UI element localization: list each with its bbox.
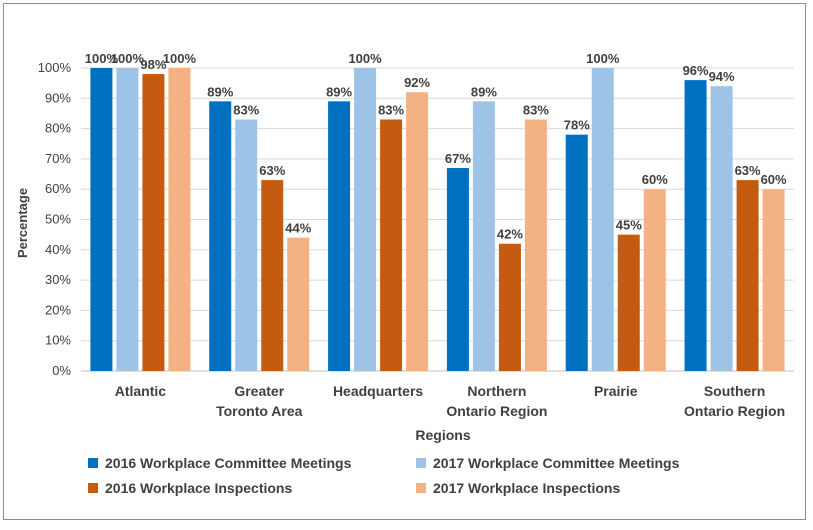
data-label: 89% (207, 84, 233, 99)
legend-swatch (416, 483, 426, 493)
bar (762, 189, 785, 371)
x-tick-label: Toronto Area (216, 403, 303, 419)
gridlines (81, 67, 794, 372)
bar (446, 167, 469, 371)
data-label: 89% (471, 84, 497, 99)
x-axis-ticks: Atlantic Greater Toronto Area Headquarters N… (115, 383, 785, 419)
bar (235, 119, 258, 371)
y-axis-title: Percentage (15, 188, 30, 258)
bar (684, 80, 707, 372)
bar (591, 68, 614, 371)
bar (142, 74, 165, 371)
bar (116, 68, 139, 371)
bar (736, 180, 759, 371)
y-tick-label: 20% (45, 302, 71, 317)
y-tick-label: 10% (45, 333, 71, 348)
data-labels: 100%100%98%100%89%83%63%44%89%100%83%92%… (85, 51, 787, 242)
y-tick-label: 60% (45, 181, 71, 196)
bar (287, 237, 310, 371)
data-label: 83% (523, 103, 549, 118)
y-tick-label: 100% (38, 60, 72, 75)
x-tick-label: Southern (704, 383, 765, 399)
data-label: 98% (140, 57, 166, 72)
data-label: 100% (586, 51, 620, 66)
x-axis-title: Regions (415, 427, 470, 443)
data-label: 100% (111, 51, 145, 66)
data-label: 42% (497, 227, 523, 242)
y-tick-label: 40% (45, 242, 71, 257)
y-tick-label: 80% (45, 121, 71, 136)
data-label: 100% (163, 51, 197, 66)
bar (617, 234, 640, 371)
legend-label: 2017 Workplace Inspections (433, 480, 620, 496)
legend-swatch (416, 458, 426, 468)
data-label: 63% (735, 163, 761, 178)
x-tick-label: Atlantic (115, 383, 167, 399)
y-tick-label: 30% (45, 272, 71, 287)
x-tick-label: Ontario Region (446, 403, 547, 419)
bar (328, 101, 351, 371)
x-tick-label: Greater (234, 383, 284, 399)
legend-swatch (88, 458, 98, 468)
data-label: 94% (709, 69, 735, 84)
bar (472, 101, 495, 371)
data-label: 89% (326, 84, 352, 99)
legend-label: 2016 Workplace Inspections (105, 480, 292, 496)
bar (498, 243, 521, 371)
y-axis-ticks: 0% 10% 20% 30% 40% 50% 60% 70% 80% 90% 100% (38, 60, 72, 378)
bar (565, 134, 588, 371)
bar (354, 68, 377, 371)
bar (643, 189, 666, 371)
bar (261, 180, 284, 371)
bar (90, 68, 113, 371)
data-label: 96% (683, 63, 709, 78)
bar-chart: 0%10%20%30%40%50%60%70%80%90%100% 100%10… (15, 51, 794, 496)
y-tick-label: 70% (45, 151, 71, 166)
bar (209, 101, 232, 371)
data-label: 45% (616, 218, 642, 233)
legend: 2016 Workplace Committee Meetings 2017 Wo… (88, 455, 680, 496)
chart-frame: 0% 10% 20% 30% 40% 50% 60% 70% 80% 90% 100% 100% 10… (3, 3, 806, 520)
x-tick-label: Prairie (594, 383, 638, 399)
data-label: 67% (445, 151, 471, 166)
bar (168, 68, 191, 371)
data-label: 60% (761, 172, 787, 187)
data-label: 83% (233, 103, 259, 118)
legend-label: 2016 Workplace Committee Meetings (105, 455, 352, 471)
y-tick-label: 50% (45, 212, 71, 227)
data-label: 44% (285, 221, 311, 236)
data-label: 100% (85, 51, 119, 66)
x-tick-label: Headquarters (333, 383, 423, 399)
y-tick-label: 0% (52, 363, 71, 378)
bar (710, 86, 733, 372)
data-label: 78% (564, 118, 590, 133)
legend-label: 2017 Workplace Committee Meetings (433, 455, 680, 471)
y-tick-label: 90% (45, 90, 71, 105)
data-label: 60% (642, 172, 668, 187)
data-label: 83% (378, 103, 404, 118)
data-label: 63% (259, 163, 285, 178)
bars (90, 68, 785, 372)
x-tick-label: Ontario Region (684, 403, 785, 419)
bar (406, 92, 429, 372)
x-tick-label: Northern (467, 383, 526, 399)
bar (524, 119, 547, 371)
bar (380, 119, 403, 371)
legend-swatch (88, 483, 98, 493)
data-label: 92% (404, 75, 430, 90)
data-label: 100% (348, 51, 382, 66)
